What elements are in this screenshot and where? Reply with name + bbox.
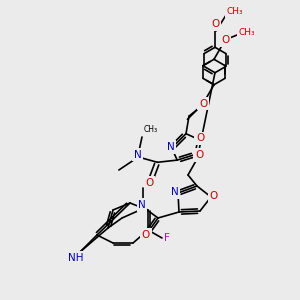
Text: N: N — [134, 150, 142, 160]
Text: O: O — [210, 191, 218, 201]
Text: O: O — [146, 178, 154, 188]
Text: O: O — [199, 99, 207, 109]
Text: NH: NH — [68, 253, 84, 263]
Text: F: F — [164, 233, 170, 243]
Text: O: O — [221, 35, 229, 45]
Text: N: N — [138, 200, 146, 210]
Text: O: O — [142, 230, 150, 240]
Text: N: N — [167, 142, 175, 152]
Text: N: N — [171, 187, 179, 197]
Text: O: O — [196, 133, 204, 143]
Text: CH₃: CH₃ — [144, 125, 158, 134]
Text: O: O — [195, 150, 203, 160]
Text: CH₃: CH₃ — [238, 28, 255, 37]
Text: CH₃: CH₃ — [227, 8, 243, 16]
Text: O: O — [211, 19, 219, 29]
